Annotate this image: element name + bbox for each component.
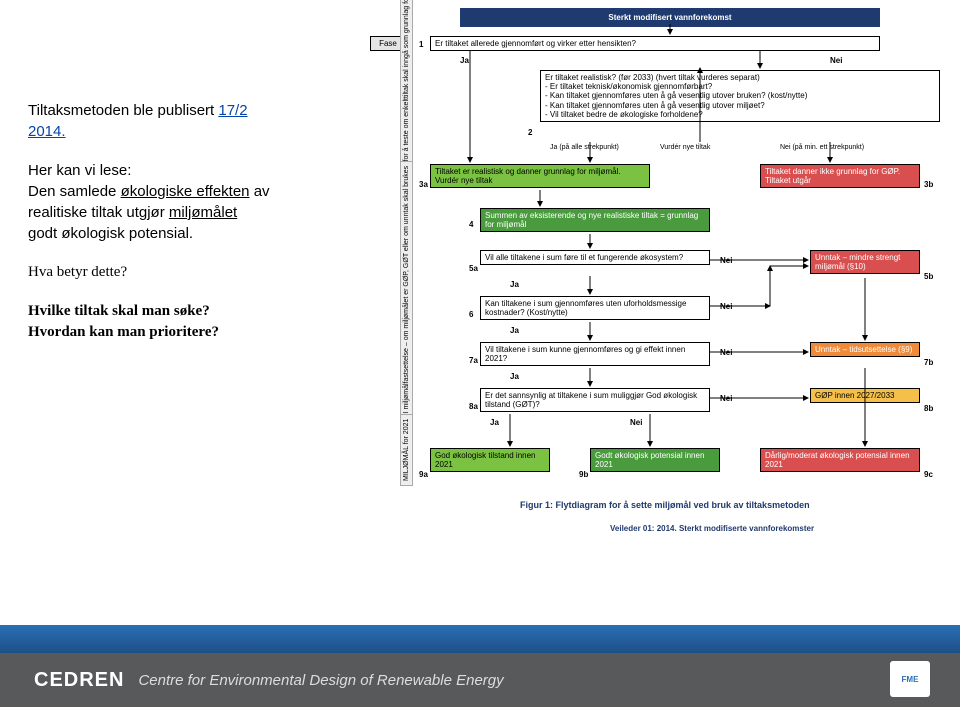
num-9c: 9c [924,470,933,479]
num-7b: 7b [924,358,933,367]
fme-logo: FME [890,661,930,697]
num-3a: 3a [419,180,428,189]
num-9b: 9b [579,470,588,479]
lbl-ja-8: Ja [490,418,499,427]
node-9c: Dårlig/moderat økologisk potensial innen… [760,448,920,472]
footer-brand: CEDREN [34,669,124,692]
node-4: Summen av eksisterende og nye realistisk… [480,208,710,232]
footer-tagline: Centre for Environmental Design of Renew… [138,672,503,689]
d2: økologiske effekten [121,183,250,200]
num-3b: 3b [924,180,933,189]
q2b: Hvilke tiltak skal man søke? [28,303,210,319]
node-2: Er tiltaket realistisk? (før 2033) (hver… [540,70,940,122]
node-3b: Tiltaket danner ikke grunnlag for GØP. T… [760,164,920,188]
pub-line: Tiltaksmetoden ble publisert 17/2 2014. [28,100,288,142]
lbl-nei-7: Nei [720,348,732,357]
lbl-vurder: Vurdér nye tiltak [660,144,710,151]
pub-text: Tiltaksmetoden ble publisert [28,102,218,119]
d1: Den samlede [28,183,121,200]
lbl-ja2: Ja (på alle strekpunkt) [550,144,619,151]
figure-sub: Veileder 01: 2014. Sterkt modifiserte va… [610,524,814,533]
node-8a: Er det sannsynlig at tiltakene i sum mul… [480,388,710,412]
side-label-3: MILJØMÅL for 2021 [400,414,413,486]
num-7a: 7a [469,356,478,365]
num-6: 6 [469,310,473,319]
node-5a: Vil alle tiltakene i sum føre til et fun… [480,250,710,265]
d5: godt økologisk potensial. [28,225,193,242]
d4: miljømålet [169,204,237,221]
node-5b: Unntak – mindre strengt miljømål (§10) [810,250,920,274]
flowchart: Sterkt modifisert vannforekomst Fase Er … [310,8,950,568]
slide: Tiltaksmetoden ble publisert 17/2 2014. … [0,0,960,707]
q2: Hvilke tiltak skal man søke? Hvordan kan … [28,301,288,343]
lbl-nei2: Nei (på min. ett strekpunkt) [780,144,864,151]
desc-lead: Her kan vi lese: [28,162,131,179]
left-text-block: Tiltaksmetoden ble publisert 17/2 2014. … [28,100,288,361]
node-6: Kan tiltakene i sum gjennomføres uten uf… [480,296,710,320]
node-7b: Unntak – tidsutsettelse (§9) [810,342,920,357]
figure-caption: Figur 1: Flytdiagram for å sette miljømå… [520,500,810,510]
q3b: Hvordan kan man prioritere? [28,324,219,340]
desc: Her kan vi lese: Den samlede økologiske e… [28,160,288,244]
lbl-ja-7: Ja [510,372,519,381]
side-label-1: Trinn I for å teste om enkelttiltak skal… [400,0,413,188]
num-5a: 5a [469,264,478,273]
node-8b: GØP innen 2027/2033 [810,388,920,403]
node-9a: God økologisk tilstand innen 2021 [430,448,550,472]
lbl-ja-1: Ja [460,56,469,65]
num-1: 1 [419,40,423,49]
q1: Hva betyr dette? [28,262,288,283]
num-8b: 8b [924,404,933,413]
num-8a: 8a [469,402,478,411]
node-7a: Vil tiltakene i sum kunne gjennomføres o… [480,342,710,366]
footer: CEDREN Centre for Environmental Design o… [0,653,960,707]
node-3a: Tiltaket er realistisk og danner grunnla… [430,164,650,188]
lbl-nei-8: Nei [720,394,732,403]
top-bar: Sterkt modifisert vannforekomst [460,8,880,27]
node-1: Er tiltaket allerede gjennomført og virk… [430,36,880,51]
lbl-ja-6: Ja [510,326,519,335]
num-2: 2 [528,128,532,137]
node-9b: Godt økologisk potensial innen 2021 [590,448,720,472]
lbl-ja-5: Ja [510,280,519,289]
num-5b: 5b [924,272,933,281]
footer-stripe [0,625,960,653]
num-9a: 9a [419,470,428,479]
side-label-2: Trinn II miljømålfastsettelse – om miljø… [400,161,413,438]
num-4: 4 [469,220,473,229]
lbl-nei-5: Nei [720,256,732,265]
lbl-nei-1: Nei [830,56,842,65]
lbl-nei-8b: Nei [630,418,642,427]
lbl-nei-6: Nei [720,302,732,311]
